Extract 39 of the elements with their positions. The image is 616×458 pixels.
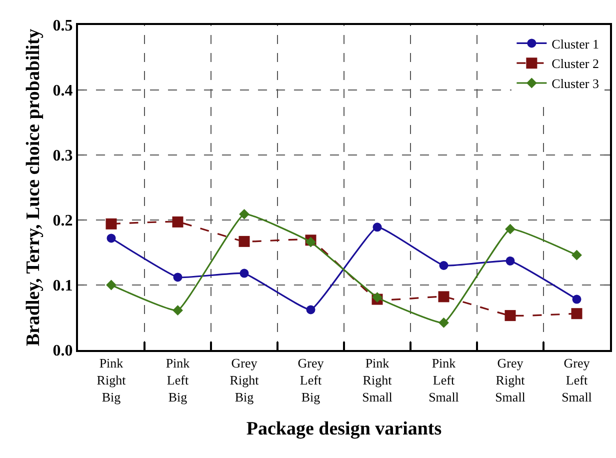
point bbox=[172, 216, 184, 228]
point bbox=[238, 236, 250, 247]
point bbox=[106, 218, 117, 230]
y-tick-label: 0.4 bbox=[52, 82, 73, 100]
y-tick-label: 0.5 bbox=[52, 18, 73, 35]
point bbox=[372, 222, 382, 232]
legend-label: Cluster 2 bbox=[552, 56, 599, 72]
x-axis-title: Package design variants bbox=[246, 418, 442, 440]
y-tick-label: 0.0 bbox=[52, 342, 73, 360]
point bbox=[240, 268, 249, 278]
point bbox=[572, 250, 582, 260]
legend-label: Cluster 1 bbox=[552, 36, 599, 52]
y-tick-label: 0.1 bbox=[52, 278, 73, 295]
legend-label: Cluster 3 bbox=[552, 76, 599, 92]
x-tick-label: Pink Left Small bbox=[428, 356, 460, 404]
point bbox=[173, 272, 182, 282]
point bbox=[439, 261, 448, 270]
point bbox=[438, 291, 450, 302]
x-tick-label: Grey Right Big bbox=[230, 356, 260, 404]
point bbox=[438, 318, 449, 328]
x-tick-label: Grey Right Small bbox=[495, 356, 526, 404]
point bbox=[239, 208, 250, 220]
point bbox=[572, 294, 582, 304]
point bbox=[505, 224, 516, 234]
y-tick-label: 0.3 bbox=[52, 148, 73, 165]
point bbox=[506, 256, 515, 266]
x-tick-label: Pink Left Big bbox=[166, 356, 190, 404]
x-tick-label: Grey Left Big bbox=[298, 356, 324, 404]
point bbox=[306, 305, 316, 314]
point bbox=[106, 280, 116, 290]
point bbox=[106, 234, 116, 243]
x-tick-label: Pink Right Small bbox=[362, 356, 393, 404]
point bbox=[172, 305, 183, 316]
x-tick-label: Pink Right Big bbox=[96, 356, 126, 404]
y-axis-title: Bradley, Terry, Luce choice probability bbox=[23, 28, 44, 346]
point bbox=[504, 310, 516, 322]
x-tick-label: Grey Left Small bbox=[562, 356, 592, 404]
point bbox=[571, 308, 582, 320]
y-tick-label: 0.2 bbox=[52, 212, 73, 230]
